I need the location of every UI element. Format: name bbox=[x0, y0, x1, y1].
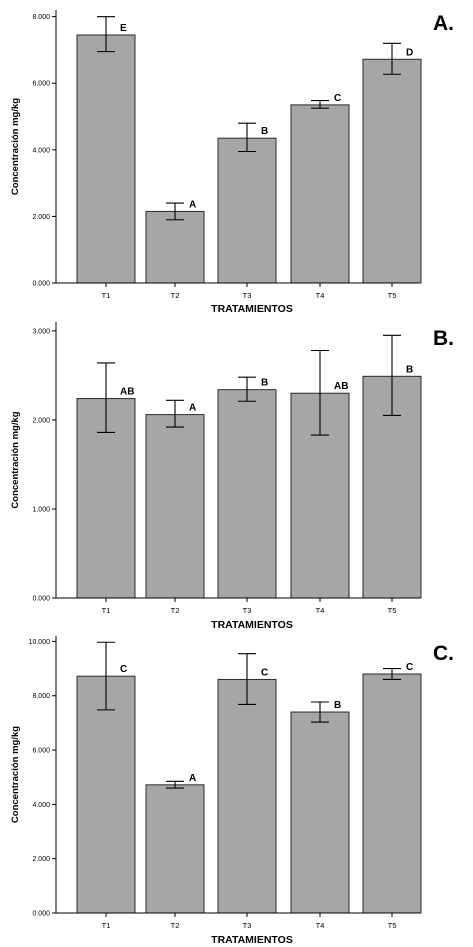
y-tick-label: 10.000 bbox=[29, 639, 51, 646]
y-tick-label: 2.000 bbox=[32, 214, 50, 221]
x-tick-label-t1: T1 bbox=[102, 291, 111, 300]
bar-t5 bbox=[362, 58, 422, 284]
significance-letter-t4: AB bbox=[334, 381, 348, 392]
bar-t4 bbox=[290, 104, 350, 284]
y-tick-label: 0.000 bbox=[32, 596, 50, 603]
x-tick-label-t3: T3 bbox=[243, 291, 252, 300]
panel-label: B. bbox=[433, 327, 454, 350]
significance-letter-t5: C bbox=[406, 662, 413, 673]
y-tick-label: 0.000 bbox=[32, 281, 50, 288]
y-tick-label: 2.000 bbox=[32, 417, 50, 424]
x-axis-title: TRATAMIENTOS bbox=[211, 934, 293, 946]
bar-t2 bbox=[145, 784, 205, 914]
significance-letter-t4: B bbox=[334, 700, 341, 711]
x-axis-title: TRATAMIENTOS bbox=[211, 619, 293, 631]
y-tick-label: 6.000 bbox=[32, 81, 50, 88]
significance-letter-t3: B bbox=[261, 378, 268, 389]
bar-t2 bbox=[145, 414, 205, 599]
y-tick-label: 3.000 bbox=[32, 328, 50, 335]
y-axis-title: Concentración mg/kg bbox=[10, 726, 21, 823]
x-tick-label-t3: T3 bbox=[243, 921, 252, 930]
y-tick-label: 6.000 bbox=[32, 748, 50, 755]
significance-letter-t2: A bbox=[189, 403, 196, 414]
bar-t1 bbox=[76, 675, 136, 914]
y-axis-title: Concentración mg/kg bbox=[10, 411, 21, 508]
bar-t1 bbox=[76, 34, 136, 284]
x-tick-label-t2: T2 bbox=[171, 291, 180, 300]
panel-label: C. bbox=[433, 642, 454, 665]
bar-t2 bbox=[145, 210, 205, 284]
x-tick-label-t4: T4 bbox=[316, 291, 325, 300]
bar-t5 bbox=[362, 673, 422, 914]
bar-t4 bbox=[290, 711, 350, 914]
x-tick-label-t3: T3 bbox=[243, 606, 252, 615]
y-tick-label: 4.000 bbox=[32, 802, 50, 809]
x-tick-label-t5: T5 bbox=[388, 291, 397, 300]
y-tick-label: 4.000 bbox=[32, 147, 50, 154]
significance-letter-t4: C bbox=[334, 93, 341, 104]
significance-letter-t1: AB bbox=[120, 387, 134, 398]
significance-letter-t5: D bbox=[406, 47, 413, 58]
x-tick-label-t4: T4 bbox=[316, 921, 325, 930]
x-tick-label-t2: T2 bbox=[171, 606, 180, 615]
significance-letter-t1: E bbox=[120, 23, 127, 34]
y-tick-label: 8.000 bbox=[32, 14, 50, 21]
significance-letter-t3: C bbox=[261, 667, 268, 678]
x-tick-label-t4: T4 bbox=[316, 606, 325, 615]
x-tick-label-t5: T5 bbox=[388, 921, 397, 930]
x-tick-label-t5: T5 bbox=[388, 606, 397, 615]
significance-letter-t2: A bbox=[189, 199, 196, 210]
y-axis-title: Concentración mg/kg bbox=[10, 98, 21, 195]
y-tick-label: 2.000 bbox=[32, 856, 50, 863]
y-tick-label: 0.000 bbox=[32, 911, 50, 918]
bar-t3 bbox=[217, 678, 277, 914]
x-axis-title: TRATAMIENTOS bbox=[211, 303, 293, 315]
x-tick-label-t2: T2 bbox=[171, 921, 180, 930]
y-tick-label: 8.000 bbox=[32, 693, 50, 700]
bar-t3 bbox=[217, 389, 277, 599]
x-tick-label-t1: T1 bbox=[102, 606, 111, 615]
significance-letter-t1: C bbox=[120, 664, 127, 675]
panel-label: A. bbox=[433, 12, 454, 35]
significance-letter-t2: A bbox=[189, 773, 196, 784]
y-tick-label: 1.000 bbox=[32, 506, 50, 513]
significance-letter-t5: B bbox=[406, 364, 413, 375]
bar-t3 bbox=[217, 137, 277, 284]
x-tick-label-t1: T1 bbox=[102, 921, 111, 930]
significance-letter-t3: B bbox=[261, 126, 268, 137]
